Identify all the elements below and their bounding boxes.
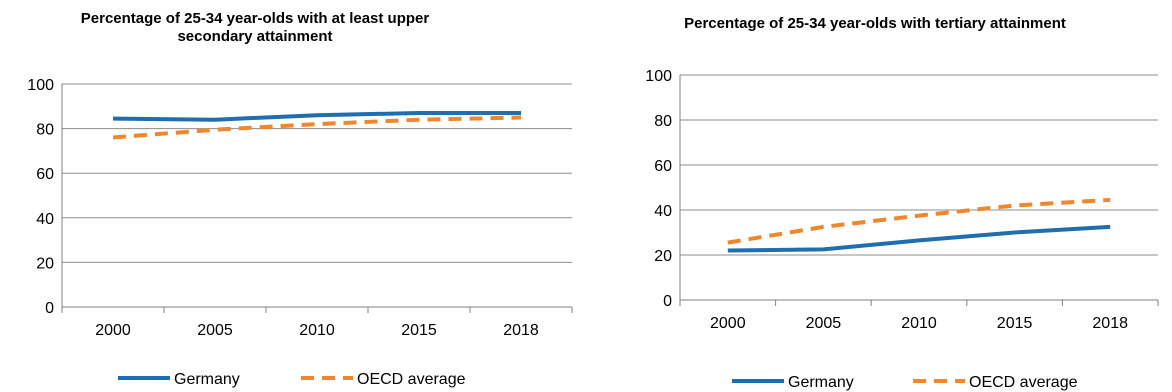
legend-label: OECD average: [969, 374, 1078, 391]
y-tick-label: 60: [36, 166, 54, 183]
y-tick-label: 20: [36, 255, 54, 272]
x-tick-label: 2015: [997, 315, 1033, 332]
chart-title: Percentage of 25-34 year-olds with at le…: [80, 10, 430, 45]
y-tick-label: 0: [45, 300, 54, 317]
y-tick-label: 40: [654, 203, 672, 220]
y-tick-label: 100: [27, 77, 54, 94]
y-tick-label: 60: [654, 158, 672, 175]
y-tick-label: 20: [654, 248, 672, 265]
chart-upper-secondary: Percentage of 25-34 year-olds with at le…: [27, 10, 573, 388]
x-tick-label: 2005: [197, 322, 233, 339]
y-tick-label: 80: [654, 113, 672, 130]
y-tick-label: 80: [36, 122, 54, 139]
series-line-germany: [112, 111, 521, 122]
x-tick-label: 2000: [95, 322, 131, 339]
x-tick-label: 2005: [806, 315, 842, 332]
legend-label: OECD average: [357, 371, 466, 388]
x-tick-label: 2015: [401, 322, 437, 339]
series-line-germany: [727, 224, 1111, 253]
chart-title: Percentage of 25-34 year-olds with terti…: [684, 15, 1066, 32]
x-tick-label: 2018: [1092, 315, 1128, 332]
x-tick-label: 2010: [901, 315, 937, 332]
series-line-oecd: [112, 115, 522, 140]
y-tick-label: 100: [645, 68, 672, 85]
legend-label: Germany: [788, 374, 854, 391]
chart-tertiary: Percentage of 25-34 year-olds with terti…: [600, 0, 1172, 392]
x-tick-label: 2018: [503, 322, 539, 339]
x-tick-label: 2010: [299, 322, 335, 339]
legend-label: Germany: [174, 371, 240, 388]
y-tick-label: 40: [36, 211, 54, 228]
chart-plot: 0 20 40 60 80 100 2000 2005 2010 2015 2018 Germany O…: [645, 68, 1159, 391]
series-line-oecd: [727, 197, 1111, 245]
x-tick-label: 2000: [710, 315, 746, 332]
chart-plot: 0 20 40 60 80 100 2000 2005 2010 2015 2018 Germany O…: [27, 77, 573, 388]
y-tick-label: 0: [663, 293, 672, 310]
